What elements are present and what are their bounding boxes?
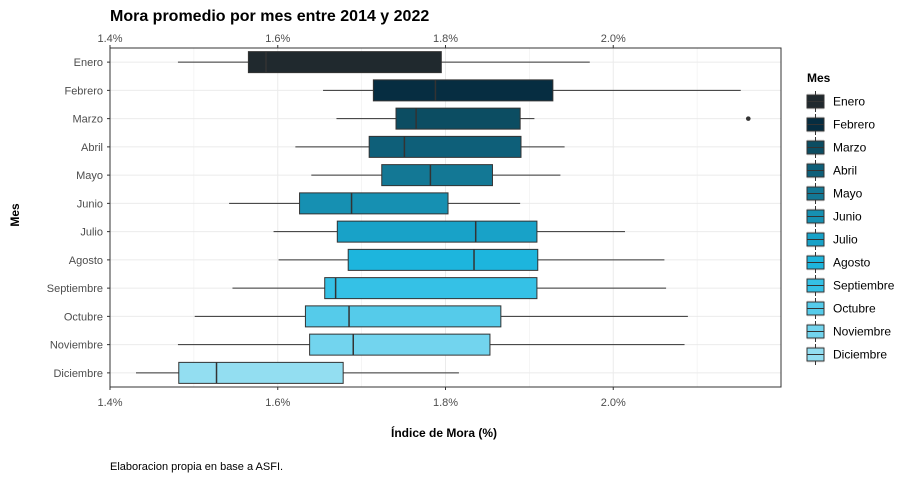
y-tick-label: Febrero: [64, 85, 103, 97]
legend-label: Febrero: [833, 118, 875, 132]
y-tick-label: Agosto: [69, 255, 103, 267]
x-axis-title: Índice de Mora (%): [391, 425, 497, 440]
legend-item-marzo: Marzo: [806, 137, 867, 158]
legend-item-diciembre: Diciembre: [806, 344, 887, 365]
box-mayo: [311, 164, 561, 187]
legend-label: Noviembre: [833, 325, 891, 339]
chart-title: Mora promedio por mes entre 2014 y 2022: [110, 8, 429, 25]
box-enero: [177, 51, 590, 74]
box-diciembre: [136, 361, 459, 384]
box-abril: [295, 135, 565, 158]
x-tick-label-top: 2.0%: [601, 33, 626, 45]
box-julio: [273, 220, 625, 243]
y-tick-label: Enero: [74, 57, 103, 69]
y-tick-label: Septiembre: [47, 283, 103, 295]
box-junio: [229, 192, 521, 215]
x-tick-label-bottom: 1.6%: [265, 397, 290, 409]
x-tick-label-top: 1.4%: [97, 33, 122, 45]
y-tick-label: Noviembre: [50, 340, 103, 352]
box-iqr: [324, 277, 538, 300]
y-tick-label: Abril: [81, 142, 103, 154]
chart-caption: Elaboracion propia en base a ASFI.: [110, 461, 283, 473]
legend-label: Agosto: [833, 256, 871, 270]
box-septiembre: [232, 277, 667, 300]
box-iqr: [395, 107, 521, 130]
box-iqr: [178, 361, 344, 384]
box-noviembre: [177, 333, 685, 356]
legend-label: Diciembre: [833, 348, 887, 362]
x-tick-label-bottom: 1.8%: [433, 397, 458, 409]
plot-area: Enero Febrero Marzo Abril Mayo Junio Julio Agos…: [47, 33, 782, 409]
legend-label: Junio: [833, 210, 862, 224]
box-octubre: [194, 305, 688, 328]
box-marzo: [336, 107, 751, 130]
box-febrero: [323, 79, 741, 102]
legend-label: Julio: [833, 233, 858, 247]
x-tick-label-bottom: 2.0%: [601, 397, 626, 409]
y-tick-label: Julio: [80, 227, 103, 239]
box-agosto: [278, 248, 665, 271]
legend-label: Marzo: [833, 141, 867, 155]
box-iqr: [247, 51, 442, 74]
y-tick-label: Octubre: [64, 311, 103, 323]
outlier-point: [745, 116, 751, 121]
legend-label: Mayo: [833, 187, 863, 201]
legend-item-agosto: Agosto: [806, 252, 871, 273]
legend-item-abril: Abril: [806, 160, 857, 181]
legend-item-enero: Enero: [806, 91, 865, 112]
box-iqr: [336, 220, 538, 243]
y-tick-label: Junio: [77, 198, 103, 210]
legend-item-julio: Julio: [806, 229, 858, 250]
y-axis-title: Mes: [8, 203, 22, 227]
x-tick-label-bottom: 1.4%: [97, 397, 122, 409]
legend-item-junio: Junio: [806, 206, 862, 227]
box-iqr: [309, 333, 491, 356]
y-tick-label: Mayo: [76, 170, 103, 182]
box-iqr: [347, 248, 539, 271]
box-iqr: [372, 79, 554, 102]
legend-item-noviembre: Noviembre: [806, 321, 891, 342]
legend-item-mayo: Mayo: [806, 183, 863, 204]
legend-title: Mes: [807, 71, 831, 85]
x-tick-label-top: 1.8%: [433, 33, 458, 45]
legend-label: Enero: [833, 95, 865, 109]
box-iqr: [368, 135, 522, 158]
legend: Mes Enero Febrero Marzo Abril Mayo Junio Julio…: [806, 71, 895, 365]
legend-item-septiembre: Septiembre: [806, 275, 895, 296]
legend-label: Septiembre: [833, 279, 895, 293]
legend-label: Octubre: [833, 302, 876, 316]
legend-label: Abril: [833, 164, 857, 178]
box-iqr: [299, 192, 449, 215]
box-iqr: [304, 305, 502, 328]
y-tick-label: Diciembre: [53, 368, 103, 380]
box-iqr: [381, 164, 493, 187]
y-tick-label: Marzo: [72, 114, 103, 126]
legend-item-febrero: Febrero: [806, 114, 875, 135]
legend-item-octubre: Octubre: [806, 298, 876, 319]
x-tick-label-top: 1.6%: [265, 33, 290, 45]
